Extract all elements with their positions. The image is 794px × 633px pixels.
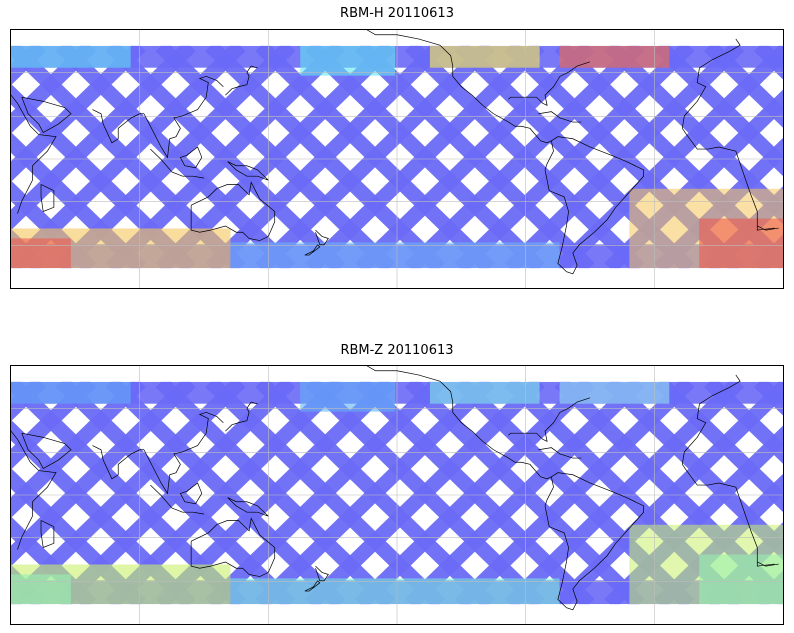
coastline: [180, 482, 203, 505]
coastline: [143, 411, 224, 495]
coastline: [190, 517, 276, 577]
swath-track: [703, 381, 783, 464]
graticule: [11, 30, 783, 288]
value-tint: [11, 574, 71, 605]
value-tint: [699, 554, 783, 605]
coastline: [40, 520, 55, 548]
value-tint: [559, 45, 670, 68]
coastline: [508, 397, 591, 443]
coastline: [225, 65, 258, 96]
coastline: [40, 184, 55, 212]
coastline: [681, 374, 741, 465]
coastline: [150, 484, 205, 515]
coastline: [681, 128, 775, 231]
coastline: [544, 136, 645, 275]
swath-layer: [11, 381, 783, 605]
coastline: [227, 161, 269, 181]
panel-title-rbm-z: RBM-Z 20110613: [340, 343, 454, 358]
value-tint: [300, 381, 396, 412]
swath-track: [703, 45, 783, 128]
coastline: [681, 464, 775, 567]
coastline: [681, 38, 741, 129]
swath-layer: [11, 45, 783, 269]
value-tint: [11, 381, 131, 404]
coastline: [190, 181, 276, 241]
value-tint: [429, 381, 540, 404]
value-tint: [11, 45, 131, 68]
coastline: [11, 430, 779, 567]
value-tint: [230, 242, 560, 269]
coastline: [544, 472, 645, 611]
value-tint: [11, 238, 71, 269]
value-tint: [300, 45, 396, 76]
value-tint: [699, 218, 783, 269]
map-canvas-rbm-z: [11, 366, 783, 624]
coastline: [21, 96, 72, 133]
value-tint: [230, 578, 560, 605]
coastlines: [11, 366, 779, 611]
coastline: [11, 94, 779, 231]
coastline: [225, 401, 258, 432]
map-panel-rbm-z: [10, 365, 784, 625]
coastline: [21, 432, 72, 469]
value-tint: [429, 45, 540, 68]
coastline: [227, 497, 269, 517]
coastline: [315, 565, 329, 582]
coastline: [92, 445, 144, 480]
coastlines: [11, 30, 779, 275]
coastline: [304, 580, 321, 592]
coastline: [143, 75, 224, 159]
map-canvas-rbm-h: [11, 30, 783, 288]
coastline: [92, 109, 144, 144]
coastline: [538, 111, 582, 123]
coastline: [180, 146, 203, 169]
coastline: [366, 30, 552, 144]
panel-title-rbm-h: RBM-H 20110613: [340, 6, 454, 21]
graticule: [11, 366, 783, 624]
coastline: [304, 244, 321, 256]
coastline: [315, 229, 329, 246]
map-panel-rbm-h: [10, 29, 784, 289]
coastline: [150, 148, 205, 179]
coastline: [366, 366, 552, 480]
coastline: [538, 447, 582, 459]
coastline: [508, 61, 591, 107]
value-tint: [559, 381, 670, 404]
